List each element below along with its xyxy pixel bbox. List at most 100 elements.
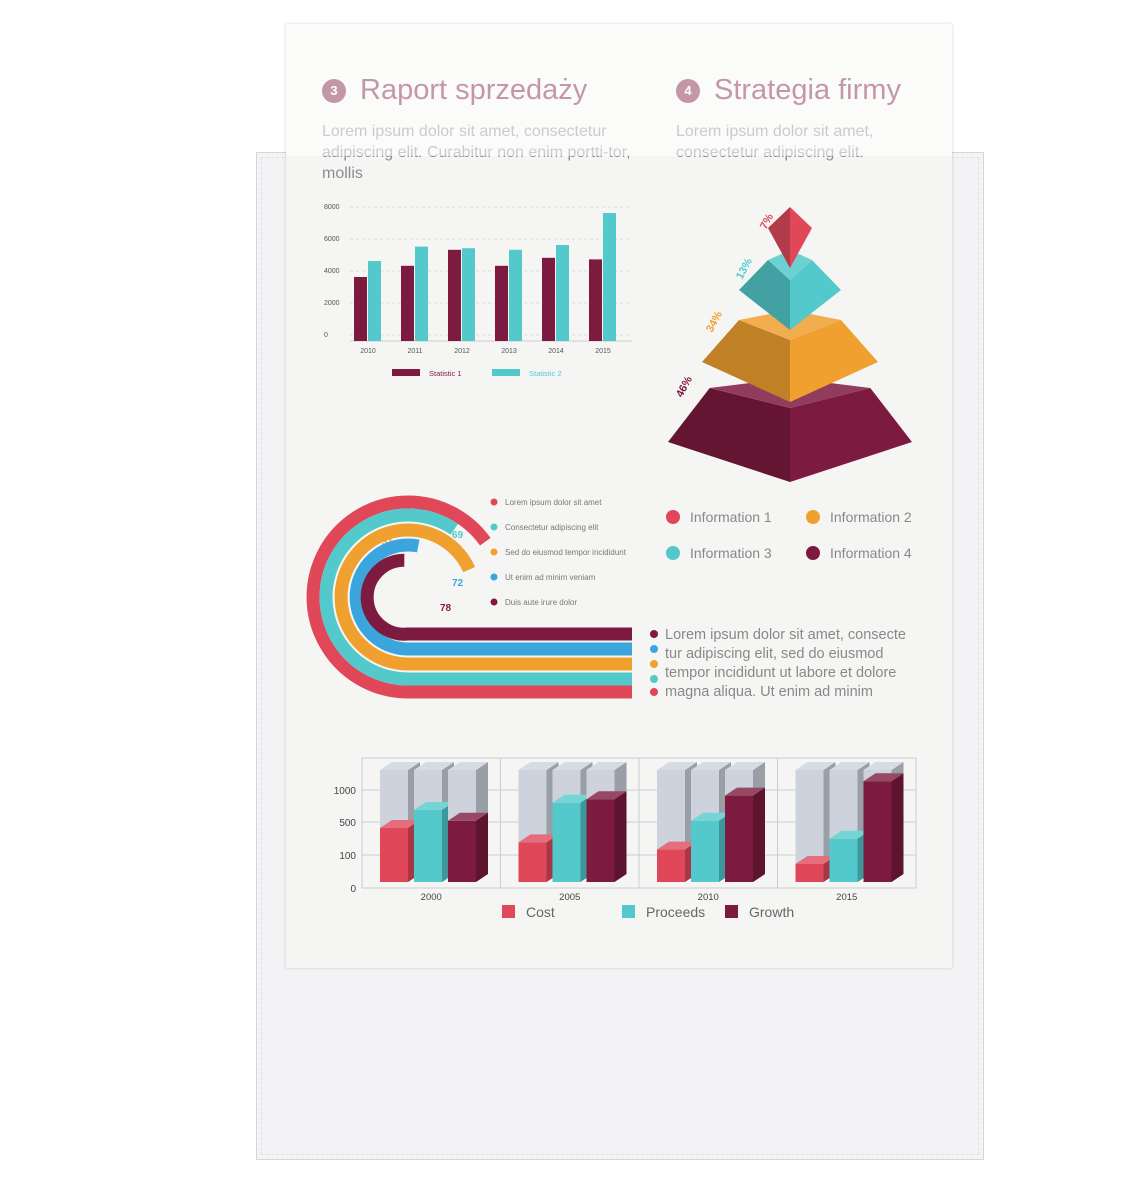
legend-swatch-1 [392,369,420,376]
col-proceeds-2000-top [414,802,454,810]
radial-legend-label: Ut enim ad minim veniam [505,573,596,582]
bar-y-tick: 4000 [324,268,340,275]
radial-bar-2 [319,508,632,686]
pyramid-legend-label: Information 3 [690,545,772,561]
col-y-tick: 500 [339,818,356,829]
bar-1-2011 [401,265,414,341]
bar-1-2015 [589,259,602,341]
pyramid-legend-dot [806,510,820,524]
note-bullet [650,645,658,653]
radial-legend-dot [490,498,498,506]
pyramid-legend-dot [666,546,680,560]
col-growth-2005-top [586,791,627,800]
col-cost-2010-front [657,849,685,882]
radial-legend-dot [490,523,498,531]
bar-y-tick: 8000 [324,204,340,211]
col-legend-swatch [502,905,515,918]
bar-2-2015 [603,213,616,341]
col-ghost-top [586,762,627,770]
pyramid-legend-dot [806,546,820,560]
col-proceeds-2010-front [691,820,719,882]
col-growth-2000-front [448,820,476,882]
col-ghost-top [863,762,904,770]
bar-2-2011 [415,246,428,341]
col-growth-2010-front [725,795,753,882]
note-line: tur adipiscing elit, sed do eiusmod [665,646,883,662]
radial-legend-dot [490,573,498,581]
bar-2-2014 [556,245,569,341]
pyramid-right-face [790,320,878,402]
note-line: magna aliqua. Ut enim ad minim [665,684,873,700]
note-bullet [650,675,658,683]
pyramid-left-face [702,320,790,402]
pyramid-left-face [668,388,790,482]
col-x-tick: 2005 [559,892,580,903]
radial-legend-label: Sed do eiusmod tempor incididunt [505,548,627,557]
col-cost-2000-top [380,820,420,828]
col-growth-2015-front [863,781,892,882]
col-growth-2010-side [753,787,765,882]
col-proceeds-2015-top [829,830,870,839]
pyramid-level-label: 34% [704,309,725,334]
col-growth-2015-top [863,773,904,782]
bar-x-tick: 2014 [548,348,564,355]
pyramid-level-label: 46% [674,374,695,399]
radial-value-label: 69 [452,530,464,541]
col-growth-2005-side [614,791,627,882]
col-proceeds-2000-front [414,810,442,882]
col-x-tick: 2015 [836,892,857,903]
pyramid-right-face [790,260,841,330]
pyramid-legend-dot [666,510,680,524]
radial-legend-label: Consectetur adipiscing elit [505,523,599,532]
col-x-tick: 2010 [698,892,719,903]
col-ghost-top [380,762,420,770]
bar-1-2013 [495,265,508,341]
col-legend-label: Growth [749,904,794,920]
col-cost-2010-top [657,841,697,850]
radial-legend-label: Duis aute irure dolor [505,598,577,607]
bar-1-2014 [542,257,555,341]
col-growth-2000-top [448,812,488,821]
bar-2-2013 [509,249,522,341]
radial-value-label: 63 [414,502,426,513]
col-cost-2005-top [518,834,559,843]
col-legend-swatch [622,905,635,918]
legend-label-2: Statistic 2 [529,369,562,378]
col-y-tick: 1000 [334,786,357,797]
bar-1-2010 [354,277,367,341]
col-y-tick: 0 [350,884,356,895]
col-growth-2000-side [476,812,488,882]
col-ghost-top [518,762,559,770]
bar-2-2010 [368,261,381,341]
radial-legend-dot [490,598,498,606]
col-proceeds-2005-front [552,802,581,882]
radial-value-label: 72 [452,578,464,589]
col-ghost-top [795,762,836,770]
radial-bar-5 [360,553,632,641]
bar-y-tick: 6000 [324,236,340,243]
bar-x-tick: 2011 [407,348,422,355]
legend-swatch-2 [492,369,520,376]
radial-bar-1 [306,495,632,699]
col-ghost-top [691,762,731,770]
bar-x-tick: 2015 [595,348,611,355]
pyramid-left-face [739,260,790,330]
note-bullet [650,688,658,696]
bar-1-2012 [448,249,461,341]
pyramid-right-face [790,388,912,482]
radial-value-label: 78 [440,603,452,614]
col-proceeds-2010-top [691,812,731,821]
bar-y-tick: 2000 [324,300,340,307]
bar-y-tick: 0 [324,332,328,339]
note-bullet [650,630,658,638]
col-legend-swatch [725,905,738,918]
radial-legend-label: Lorem ipsum dolor sit amet [505,498,602,507]
bar-x-tick: 2012 [454,348,470,355]
col-cost-2015-top [795,856,836,864]
legend-label-1: Statistic 1 [429,369,462,378]
col-proceeds-2005-top [552,794,593,803]
pyramid-legend-label: Information 1 [690,509,772,525]
col-legend-label: Proceeds [646,904,705,920]
col-growth-2005-front [586,799,615,882]
